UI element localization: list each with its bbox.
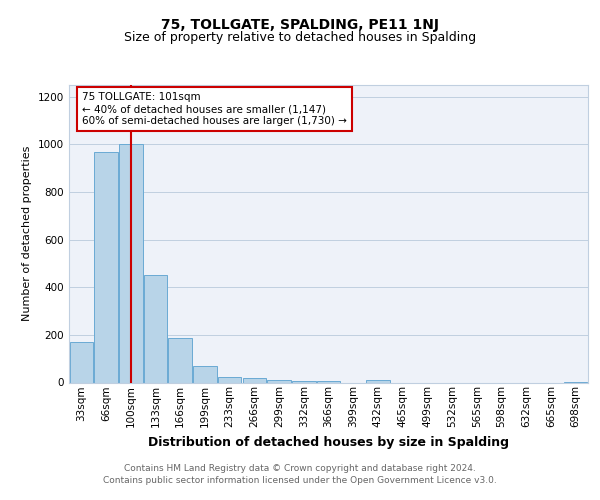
Bar [169,338,192,382]
Bar [144,276,167,382]
Bar [94,152,118,382]
Bar [119,144,143,382]
Text: Contains HM Land Registry data © Crown copyright and database right 2024.: Contains HM Land Registry data © Crown c… [124,464,476,473]
Text: 75, TOLLGATE, SPALDING, PE11 1NJ: 75, TOLLGATE, SPALDING, PE11 1NJ [161,18,439,32]
Bar [193,366,217,382]
X-axis label: Distribution of detached houses by size in Spalding: Distribution of detached houses by size … [148,436,509,448]
Bar [242,378,266,382]
Text: 75 TOLLGATE: 101sqm
← 40% of detached houses are smaller (1,147)
60% of semi-det: 75 TOLLGATE: 101sqm ← 40% of detached ho… [82,92,347,126]
Text: Contains public sector information licensed under the Open Government Licence v3: Contains public sector information licen… [103,476,497,485]
Bar [218,376,241,382]
Bar [70,342,93,382]
Text: Size of property relative to detached houses in Spalding: Size of property relative to detached ho… [124,31,476,44]
Bar [366,380,389,382]
Bar [268,380,291,382]
Y-axis label: Number of detached properties: Number of detached properties [22,146,32,322]
Bar [292,381,316,382]
